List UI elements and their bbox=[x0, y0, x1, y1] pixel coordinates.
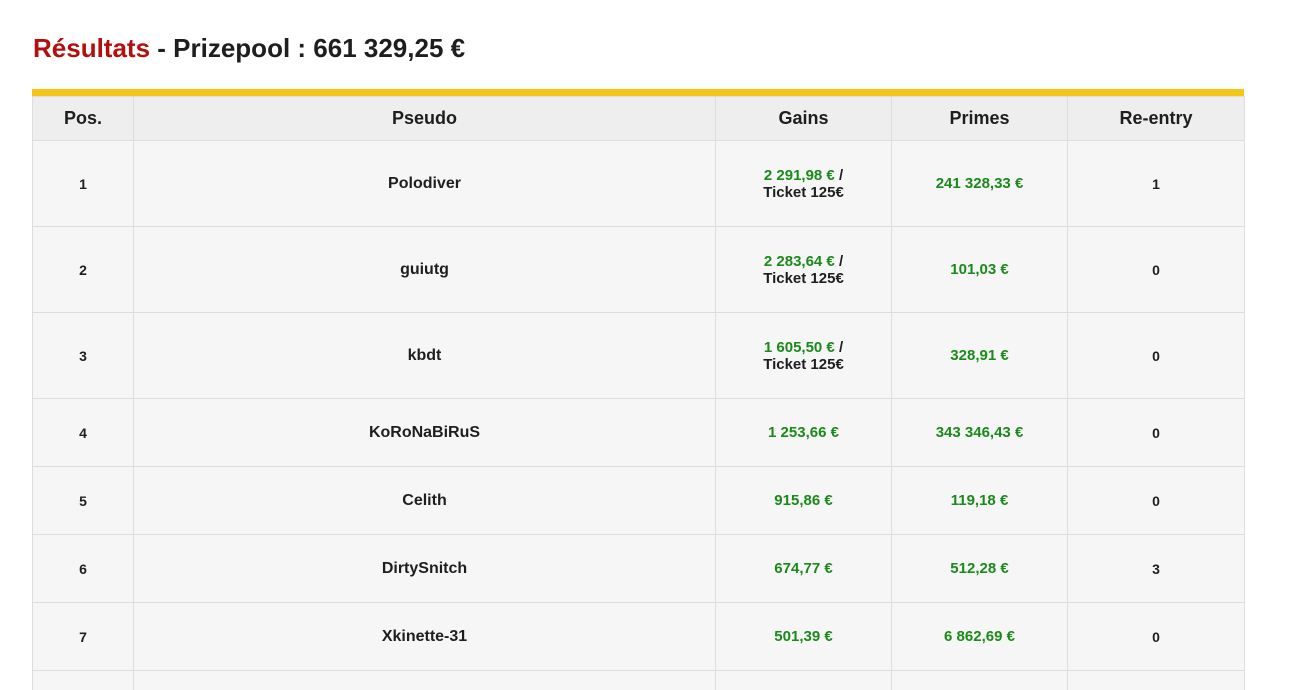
table-row: 7 Xkinette-31 501,39 € 6 862,69 € 0 bbox=[32, 602, 1245, 671]
cell-primes: 101,03 € bbox=[891, 226, 1068, 313]
gains-ticket: Ticket 125€ bbox=[763, 355, 844, 373]
cell-primes: 512,28 € bbox=[891, 534, 1068, 603]
page-title: Résultats - Prizepool : 661 329,25 € bbox=[33, 30, 465, 66]
cell-pseudo[interactable]: Xkinette-31 bbox=[133, 602, 716, 671]
cell-gains: 674,77 € bbox=[715, 534, 892, 603]
cell-reentry: 0 bbox=[1067, 398, 1245, 467]
title-separator: - bbox=[150, 33, 174, 63]
table-row: 3 kbdt 1 605,50 € / Ticket 125€ 328,91 € … bbox=[32, 312, 1245, 399]
gains-amount: 2 291,98 € bbox=[763, 166, 835, 184]
title-prizepool: Prizepool : 661 329,25 € bbox=[173, 33, 466, 63]
gains-separator: / bbox=[834, 252, 844, 270]
gains-amount: 1 605,50 € bbox=[763, 338, 835, 356]
gains-separator: / bbox=[834, 166, 844, 184]
results-table: Pos. Pseudo Gains Primes Re-entry 1 Polo… bbox=[32, 96, 1245, 690]
cell-reentry: 1 bbox=[1067, 140, 1245, 227]
cell-empty bbox=[133, 670, 716, 690]
table-row: 1 Polodiver 2 291,98 € / Ticket 125€ 241 … bbox=[32, 140, 1245, 227]
column-header-gains[interactable]: Gains bbox=[715, 96, 892, 141]
cell-gains: 1 605,50 € / Ticket 125€ bbox=[715, 312, 892, 399]
cell-gains: 915,86 € bbox=[715, 466, 892, 535]
cell-pseudo[interactable]: kbdt bbox=[133, 312, 716, 399]
cell-pseudo[interactable]: Polodiver bbox=[133, 140, 716, 227]
cell-pseudo[interactable]: DirtySnitch bbox=[133, 534, 716, 603]
cell-primes: 343 346,43 € bbox=[891, 398, 1068, 467]
cell-pseudo[interactable]: guiutg bbox=[133, 226, 716, 313]
cell-pos: 3 bbox=[32, 312, 134, 399]
table-row-partial bbox=[32, 670, 1245, 690]
cell-primes: 241 328,33 € bbox=[891, 140, 1068, 227]
cell-primes: 328,91 € bbox=[891, 312, 1068, 399]
gains-separator: / bbox=[834, 338, 844, 356]
cell-pseudo[interactable]: Celith bbox=[133, 466, 716, 535]
column-header-pos[interactable]: Pos. bbox=[32, 96, 134, 141]
cell-gains: 1 253,66 € bbox=[715, 398, 892, 467]
cell-primes: 119,18 € bbox=[891, 466, 1068, 535]
cell-empty bbox=[715, 670, 892, 690]
cell-pos: 2 bbox=[32, 226, 134, 313]
title-results: Résultats bbox=[33, 33, 151, 63]
results-table-container: Pos. Pseudo Gains Primes Re-entry 1 Polo… bbox=[32, 89, 1245, 690]
cell-pos: 5 bbox=[32, 466, 134, 535]
column-header-primes[interactable]: Primes bbox=[891, 96, 1068, 141]
cell-gains: 2 283,64 € / Ticket 125€ bbox=[715, 226, 892, 313]
cell-empty bbox=[1067, 670, 1245, 690]
gains-ticket: Ticket 125€ bbox=[763, 183, 844, 201]
cell-gains: 501,39 € bbox=[715, 602, 892, 671]
table-row: 2 guiutg 2 283,64 € / Ticket 125€ 101,03 … bbox=[32, 226, 1245, 313]
cell-reentry: 0 bbox=[1067, 226, 1245, 313]
table-row: 5 Celith 915,86 € 119,18 € 0 bbox=[32, 466, 1245, 535]
column-header-reentry[interactable]: Re-entry bbox=[1067, 96, 1245, 141]
cell-reentry: 0 bbox=[1067, 466, 1245, 535]
cell-empty bbox=[32, 670, 134, 690]
cell-reentry: 0 bbox=[1067, 312, 1245, 399]
table-row: 6 DirtySnitch 674,77 € 512,28 € 3 bbox=[32, 534, 1245, 603]
gains-amount: 2 283,64 € bbox=[763, 252, 835, 270]
cell-gains: 2 291,98 € / Ticket 125€ bbox=[715, 140, 892, 227]
cell-pseudo[interactable]: KoRoNaBiRuS bbox=[133, 398, 716, 467]
table-header-row: Pos. Pseudo Gains Primes Re-entry bbox=[32, 96, 1245, 141]
cell-reentry: 0 bbox=[1067, 602, 1245, 671]
cell-empty bbox=[891, 670, 1068, 690]
cell-pos: 4 bbox=[32, 398, 134, 467]
table-row: 4 KoRoNaBiRuS 1 253,66 € 343 346,43 € 0 bbox=[32, 398, 1245, 467]
cell-pos: 6 bbox=[32, 534, 134, 603]
cell-primes: 6 862,69 € bbox=[891, 602, 1068, 671]
cell-pos: 7 bbox=[32, 602, 134, 671]
gains-ticket: Ticket 125€ bbox=[763, 269, 844, 287]
cell-pos: 1 bbox=[32, 140, 134, 227]
cell-reentry: 3 bbox=[1067, 534, 1245, 603]
column-header-pseudo[interactable]: Pseudo bbox=[133, 96, 716, 141]
